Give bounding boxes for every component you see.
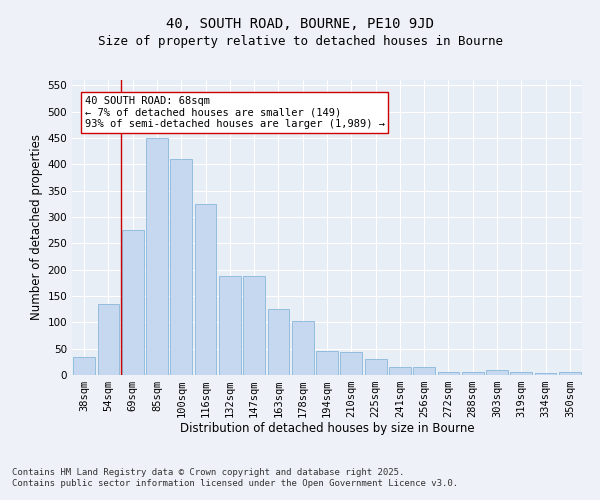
Bar (122, 230, 143, 375)
Bar (340, 352, 362, 375)
Bar (170, 159, 192, 375)
Text: 40 SOUTH ROAD: 68sqm
← 7% of detached houses are smaller (149)
93% of semi-detac: 40 SOUTH ROAD: 68sqm ← 7% of detached ho… (85, 96, 385, 129)
Bar (437, 372, 460, 375)
X-axis label: Distribution of detached houses by size in Bourne: Distribution of detached houses by size … (179, 422, 475, 434)
Bar (97, 304, 119, 375)
Text: 40, SOUTH ROAD, BOURNE, PE10 9JD: 40, SOUTH ROAD, BOURNE, PE10 9JD (166, 18, 434, 32)
Bar (413, 366, 435, 375)
Bar (146, 138, 168, 375)
Bar (511, 372, 532, 375)
Text: Size of property relative to detached houses in Bourne: Size of property relative to detached ho… (97, 35, 503, 48)
Bar (73, 356, 95, 375)
Bar (292, 322, 314, 375)
Bar (268, 309, 289, 375)
Bar (462, 372, 484, 375)
Bar (389, 366, 411, 375)
Text: Contains HM Land Registry data © Crown copyright and database right 2025.
Contai: Contains HM Land Registry data © Crown c… (12, 468, 458, 487)
Bar (194, 204, 217, 375)
Bar (559, 372, 581, 375)
Bar (365, 359, 386, 375)
Y-axis label: Number of detached properties: Number of detached properties (30, 134, 43, 320)
Bar (219, 276, 241, 375)
Bar (243, 276, 265, 375)
Bar (486, 370, 508, 375)
Bar (535, 373, 556, 375)
Bar (316, 351, 338, 375)
